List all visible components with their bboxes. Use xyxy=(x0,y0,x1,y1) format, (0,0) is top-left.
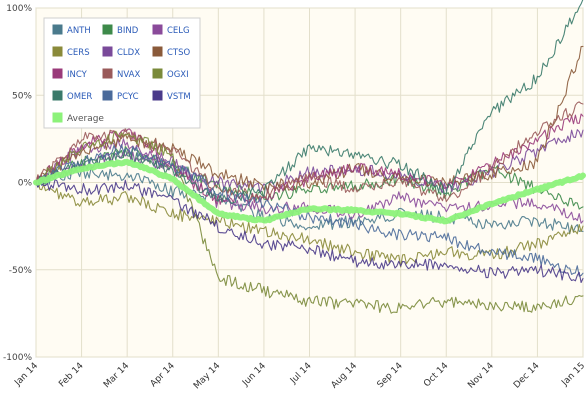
legend-item-anth[interactable]: ANTH xyxy=(51,23,91,36)
x-tick-label: Sep 14 xyxy=(376,361,405,390)
x-tick-label: May 14 xyxy=(192,361,223,392)
legend-swatch xyxy=(51,23,64,36)
legend-item-omer[interactable]: OMER xyxy=(51,89,92,102)
legend-label: OMER xyxy=(67,92,92,102)
x-tick-label: Jan 15 xyxy=(559,361,587,389)
x-tick-label: Oct 14 xyxy=(422,361,450,389)
series-layer xyxy=(33,0,586,314)
x-tick-label: Dec 14 xyxy=(512,361,542,391)
y-tick-label: 50% xyxy=(12,91,32,101)
legend-item-vstm[interactable]: VSTM xyxy=(151,89,191,102)
x-tick-label: Jun 14 xyxy=(240,361,268,389)
y-tick-label: 100% xyxy=(6,4,32,14)
legend-item-nvax[interactable]: NVAX xyxy=(101,67,140,80)
legend-swatch xyxy=(101,67,114,80)
legend-label: CERS xyxy=(67,48,90,58)
legend-item-average[interactable]: Average xyxy=(51,111,104,124)
series-line-pcyc xyxy=(35,144,584,277)
legend-item-cldx[interactable]: CLDX xyxy=(101,45,140,58)
legend-item-celg[interactable]: CELG xyxy=(151,23,190,36)
legend-item-ctso[interactable]: CTSO xyxy=(151,45,191,58)
series-line-ogxi xyxy=(35,130,584,314)
legend-swatch xyxy=(51,111,64,124)
y-tick-label: -100% xyxy=(3,353,32,363)
y-tick-label: -50% xyxy=(9,266,33,276)
x-tick-label: Feb 14 xyxy=(57,361,86,390)
legend-swatch xyxy=(51,89,64,102)
legend-label: VSTM xyxy=(167,92,191,102)
legend-label: INCY xyxy=(67,70,88,80)
series-line-vstm xyxy=(35,179,584,284)
x-tick-label: Jul 14 xyxy=(288,361,314,387)
series-line-anth xyxy=(35,166,584,235)
legend-swatch xyxy=(51,45,64,58)
legend-label: CELG xyxy=(167,26,190,36)
legend-swatch xyxy=(151,67,164,80)
legend-item-cers[interactable]: CERS xyxy=(51,45,90,58)
legend-label: ANTH xyxy=(67,26,91,36)
legend-swatch xyxy=(101,89,114,102)
legend-swatch xyxy=(151,45,164,58)
legend-swatch xyxy=(101,45,114,58)
x-tick-label: Apr 14 xyxy=(149,361,177,389)
series-line-average xyxy=(33,158,586,225)
legend-label: CLDX xyxy=(117,48,140,58)
legend-label: CTSO xyxy=(167,48,191,58)
legend-label: NVAX xyxy=(117,70,140,80)
legend-box xyxy=(43,17,201,129)
y-tick-label: 0% xyxy=(18,179,33,189)
legend-label: Average xyxy=(67,114,104,124)
series-line-cers xyxy=(35,178,584,268)
x-tick-label: Nov 14 xyxy=(466,361,496,391)
x-tick-label: Jan 14 xyxy=(12,361,40,389)
legend-item-bind[interactable]: BIND xyxy=(101,23,139,36)
legend-item-incy[interactable]: INCY xyxy=(51,67,88,80)
legend-item-pcyc[interactable]: PCYC xyxy=(101,89,139,102)
legend-label: PCYC xyxy=(117,92,139,102)
x-tick-label: Mar 14 xyxy=(102,361,131,390)
legend-swatch xyxy=(51,67,64,80)
legend-swatch xyxy=(101,23,114,36)
legend-label: BIND xyxy=(117,26,139,36)
legend-item-ogxi[interactable]: OGXI xyxy=(151,67,189,80)
legend-swatch xyxy=(151,23,164,36)
x-tick-label: Aug 14 xyxy=(330,361,360,391)
legend[interactable]: ANTH BIND CELG CERS CLDX CTSO INCY NVAX OGXI OMER… xyxy=(43,17,201,129)
legend-label: OGXI xyxy=(167,70,189,80)
legend-swatch xyxy=(151,89,164,102)
series-line-ctso xyxy=(35,45,584,192)
series-line-omer xyxy=(35,0,584,205)
